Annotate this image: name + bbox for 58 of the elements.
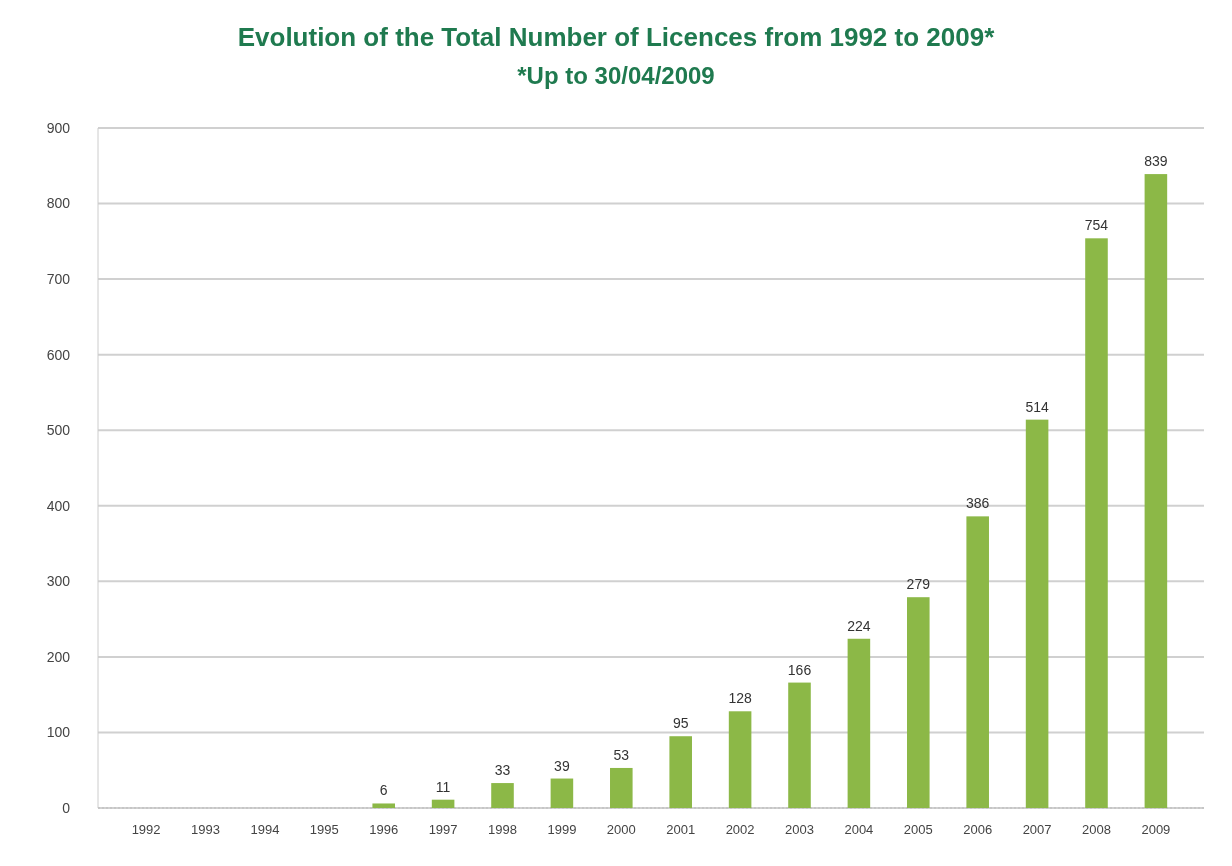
bar: [966, 516, 989, 808]
x-tick-label: 1993: [191, 822, 220, 837]
x-tick-label: 2005: [903, 822, 933, 837]
bar: [1144, 174, 1168, 808]
x-tick-label: 1996: [369, 822, 399, 837]
x-tick-label: 1992: [131, 822, 161, 837]
x-tick-label: 2008: [1082, 822, 1111, 837]
data-label: 11: [435, 778, 451, 795]
y-tick-label: 100: [46, 724, 71, 741]
data-label: 53: [613, 746, 630, 763]
data-label: 754: [1084, 217, 1109, 234]
bar: [1025, 419, 1049, 808]
y-tick-label: 500: [46, 422, 71, 439]
data-label: 95: [672, 715, 689, 732]
y-tick-label: 900: [46, 119, 71, 136]
data-label: 6: [379, 782, 388, 799]
x-tick-label: 2004: [844, 822, 874, 837]
data-label: 386: [966, 495, 990, 512]
x-tick-label: 2000: [606, 822, 636, 837]
x-tick-label: 2002: [725, 822, 755, 837]
data-label: 33: [494, 762, 511, 779]
bar: [669, 736, 692, 808]
data-label: 128: [728, 690, 752, 707]
x-tick-label: 2006: [963, 822, 993, 837]
x-tick-label: 1994: [250, 822, 280, 837]
chart-subtitle: *Up to 30/04/2009: [517, 62, 715, 89]
x-tick-label: 1995: [309, 822, 339, 837]
x-tick-label: 2007: [1022, 822, 1052, 837]
x-tick-label: 1999: [547, 822, 577, 837]
data-label: 514: [1025, 398, 1049, 415]
data-label: 279: [906, 576, 931, 593]
bar: [431, 799, 455, 808]
x-tick-label: 2001: [666, 822, 696, 837]
x-tick-label: 1997: [428, 822, 458, 837]
bar: [491, 783, 514, 808]
x-tick-label: 2003: [785, 822, 814, 837]
y-tick-label: 800: [46, 195, 71, 212]
bar: [1085, 238, 1108, 808]
data-label: 39: [554, 757, 570, 774]
bar: [847, 638, 871, 808]
data-label: 839: [1144, 153, 1168, 170]
y-tick-label: 0: [62, 799, 71, 816]
bar: [728, 711, 752, 808]
bar: [907, 597, 930, 808]
y-tick-label: 400: [46, 497, 71, 514]
x-tick-label: 1998: [488, 822, 517, 837]
bar: [610, 767, 633, 808]
bar: [372, 803, 395, 808]
bar: [788, 682, 811, 808]
bar: [550, 778, 574, 808]
y-tick-label: 600: [46, 346, 71, 363]
y-tick-label: 200: [46, 648, 71, 665]
chart-title: Evolution of the Total Number of Licences from 1992 to 2009*: [237, 22, 996, 52]
y-tick-label: 300: [46, 573, 71, 590]
data-label: 224: [847, 617, 871, 634]
y-tick-label: 700: [46, 271, 71, 288]
data-label: 166: [787, 661, 812, 678]
x-tick-label: 2009: [1141, 822, 1171, 837]
